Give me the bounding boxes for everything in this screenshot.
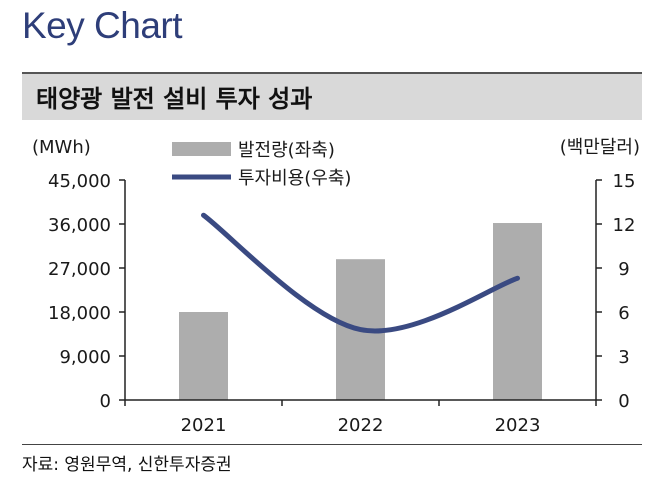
left-axis-unit: (MWh) [32, 137, 91, 158]
right-tick-label: 0 [618, 391, 629, 412]
source-divider [22, 444, 642, 445]
legend-bar-label: 발전량(좌축) [238, 140, 335, 161]
right-tick-label: 15 [613, 171, 636, 192]
right-axis-unit: (백만달러) [560, 137, 640, 158]
left-tick-label: 9,000 [59, 347, 111, 368]
right-tick-label: 3 [618, 347, 629, 368]
chart-title-band: 태양광 발전 설비 투자 성과 [22, 72, 642, 120]
left-tick-label: 18,000 [48, 303, 111, 324]
right-tick-label: 9 [618, 259, 629, 280]
x-tick-label: 2023 [495, 415, 541, 436]
right-tick-label: 6 [618, 303, 629, 324]
left-tick-label: 36,000 [48, 215, 111, 236]
page-heading: Key Chart [22, 5, 183, 46]
chart-title: 태양광 발전 설비 투자 성과 [36, 85, 313, 113]
legend-bar-swatch [172, 142, 231, 156]
left-tick-label: 27,000 [48, 259, 111, 280]
x-tick-label: 2021 [181, 415, 227, 436]
investment-cost-line [201, 212, 520, 334]
legend-line-label: 투자비용(우축) [238, 168, 351, 189]
x-tick-label: 2022 [338, 415, 384, 436]
bar-2021 [179, 312, 228, 400]
source-note: 자료: 영원무역, 신한투자증권 [22, 455, 232, 475]
right-tick-label: 12 [613, 215, 636, 236]
bar-2023 [493, 223, 542, 400]
left-tick-label: 0 [100, 391, 111, 412]
left-tick-label: 45,000 [48, 171, 111, 192]
